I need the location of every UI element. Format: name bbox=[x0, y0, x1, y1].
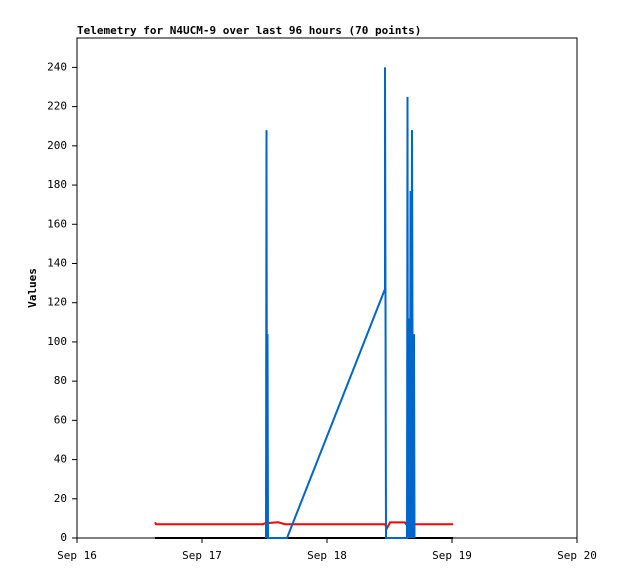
y-tick-label: 140 bbox=[47, 256, 67, 269]
plot-area bbox=[76, 37, 578, 539]
y-tick-label: 160 bbox=[47, 217, 67, 230]
y-axis-label: Values bbox=[26, 268, 39, 308]
y-tick-label: 120 bbox=[47, 296, 67, 309]
y-tick-label: 0 bbox=[60, 531, 67, 544]
x-tick-label: Sep 17 bbox=[182, 549, 222, 562]
y-tick-label: 20 bbox=[54, 492, 67, 505]
y-tick-label: 240 bbox=[47, 60, 67, 73]
series-line bbox=[154, 521, 453, 531]
x-tick-label: Sep 18 bbox=[307, 549, 347, 562]
chart-title: Telemetry for N4UCM-9 over last 96 hours… bbox=[77, 24, 421, 37]
x-tick-label: Sep 20 bbox=[557, 549, 597, 562]
y-tick-label: 80 bbox=[54, 374, 67, 387]
y-tick-label: 40 bbox=[54, 453, 67, 466]
y-tick-label: 60 bbox=[54, 413, 67, 426]
y-tick-label: 180 bbox=[47, 178, 67, 191]
y-tick-label: 200 bbox=[47, 139, 67, 152]
y-tick-label: 220 bbox=[47, 100, 67, 113]
y-tick-label: 100 bbox=[47, 335, 67, 348]
series-line bbox=[265, 67, 416, 539]
x-tick-label: Sep 19 bbox=[432, 549, 472, 562]
x-tick-label: Sep 16 bbox=[57, 549, 97, 562]
